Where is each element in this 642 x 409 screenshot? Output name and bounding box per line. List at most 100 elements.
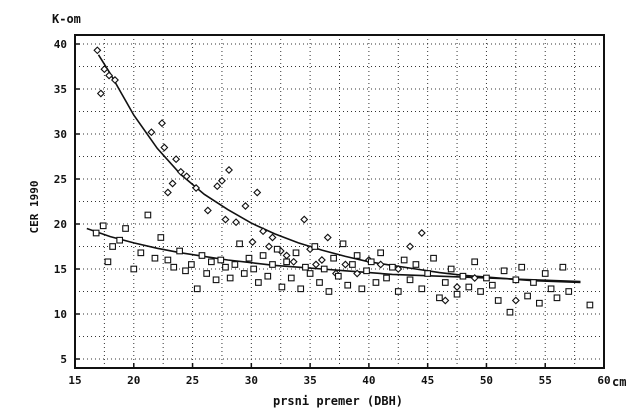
diamond-point: [376, 260, 385, 269]
square-point: [292, 249, 300, 257]
square-point: [157, 234, 165, 241]
square-point: [530, 279, 537, 286]
square-point: [586, 301, 594, 309]
square-point: [447, 265, 455, 273]
square-point: [273, 245, 281, 253]
square-point: [453, 290, 461, 298]
square-point: [553, 294, 561, 302]
square-point: [334, 272, 342, 280]
diamond-point: [323, 233, 332, 242]
x-axis-title: prsni premer (DBH): [273, 394, 403, 408]
x-tick-label: 30: [245, 374, 258, 387]
square-point: [494, 297, 502, 304]
square-point: [144, 211, 152, 219]
square-point: [512, 276, 520, 284]
diamond-point: [300, 215, 309, 224]
diamond-point: [259, 227, 268, 236]
diamond-point: [192, 184, 201, 192]
square-point: [255, 279, 262, 286]
square-point: [325, 288, 333, 295]
square-point: [372, 279, 380, 286]
square-point: [176, 247, 183, 255]
diamond-point: [268, 233, 277, 242]
x-tick-label: 15: [68, 374, 81, 387]
square-point: [278, 283, 286, 291]
diamond-point: [225, 166, 233, 174]
square-point: [383, 274, 390, 282]
diamond-point: [217, 176, 226, 185]
diamond-point: [168, 179, 177, 188]
square-point: [541, 270, 549, 277]
square-point: [394, 288, 402, 295]
diamond-point: [241, 202, 250, 210]
square-point: [424, 270, 432, 277]
square-point: [430, 254, 437, 262]
square-point: [406, 276, 414, 284]
y-axis-ticks: 5 10 15 20 25 30 35 40: [54, 38, 80, 366]
square-point: [151, 254, 159, 262]
y-unit-label: K-om: [52, 12, 81, 26]
square-point: [92, 229, 100, 237]
x-tick-label: 25: [186, 374, 199, 387]
diamond-point: [417, 229, 426, 237]
square-point: [459, 272, 467, 280]
diamond-point: [353, 269, 362, 278]
square-point: [99, 222, 107, 230]
square-point: [182, 267, 189, 275]
square-point: [198, 252, 206, 259]
diamond-point: [221, 215, 230, 224]
square-point: [311, 243, 319, 250]
square-point: [283, 258, 290, 266]
diamond-point: [394, 265, 403, 273]
y-tick-label: 10: [54, 308, 67, 321]
square-point: [137, 249, 145, 257]
diamond-point: [441, 296, 450, 305]
square-point: [353, 252, 361, 259]
square-point: [122, 225, 129, 232]
square-point: [259, 252, 267, 259]
square-point: [436, 294, 443, 302]
diamond-point: [312, 260, 320, 269]
y-tick-label: 20: [54, 218, 67, 231]
diamond-point: [232, 218, 241, 227]
diamond-point: [158, 119, 166, 128]
x-tick-label: 20: [127, 374, 140, 387]
x-tick-label: 60: [597, 374, 610, 387]
square-point: [441, 279, 449, 286]
square-point: [349, 261, 356, 268]
square-point: [320, 265, 328, 273]
diamond-point: [110, 76, 119, 84]
plot-frame: [74, 34, 605, 369]
square-point: [377, 249, 384, 257]
square-point: [297, 285, 305, 293]
square-point: [339, 240, 347, 248]
diamond-point: [105, 71, 114, 80]
square-point: [465, 283, 473, 291]
x-tick-label: 50: [480, 374, 493, 387]
diamond-point: [213, 182, 222, 191]
square-point: [506, 308, 514, 316]
square-point: [188, 261, 195, 268]
square-point: [208, 258, 215, 266]
y-tick-label: 5: [60, 353, 67, 366]
square-point: [488, 281, 496, 289]
square-point: [109, 243, 116, 250]
diamond-point: [93, 46, 102, 55]
square-point: [104, 258, 112, 266]
data-points: [92, 46, 594, 316]
square-point: [212, 276, 220, 284]
y-axis-title: CER 1990: [28, 181, 41, 234]
square-point: [316, 279, 323, 286]
square-point: [367, 258, 375, 266]
square-point: [344, 281, 352, 289]
square-point: [524, 292, 531, 300]
diamond-point: [96, 89, 105, 98]
diamond-point: [264, 242, 273, 251]
y-tick-label: 35: [54, 83, 67, 96]
diamond-point: [160, 143, 169, 152]
square-point: [471, 258, 479, 266]
diamond-point: [147, 128, 156, 137]
x-axis-ticks: 15 20 25 30 35 40 45 50 55 60: [68, 363, 611, 387]
square-point: [130, 265, 138, 273]
square-point: [547, 285, 555, 293]
